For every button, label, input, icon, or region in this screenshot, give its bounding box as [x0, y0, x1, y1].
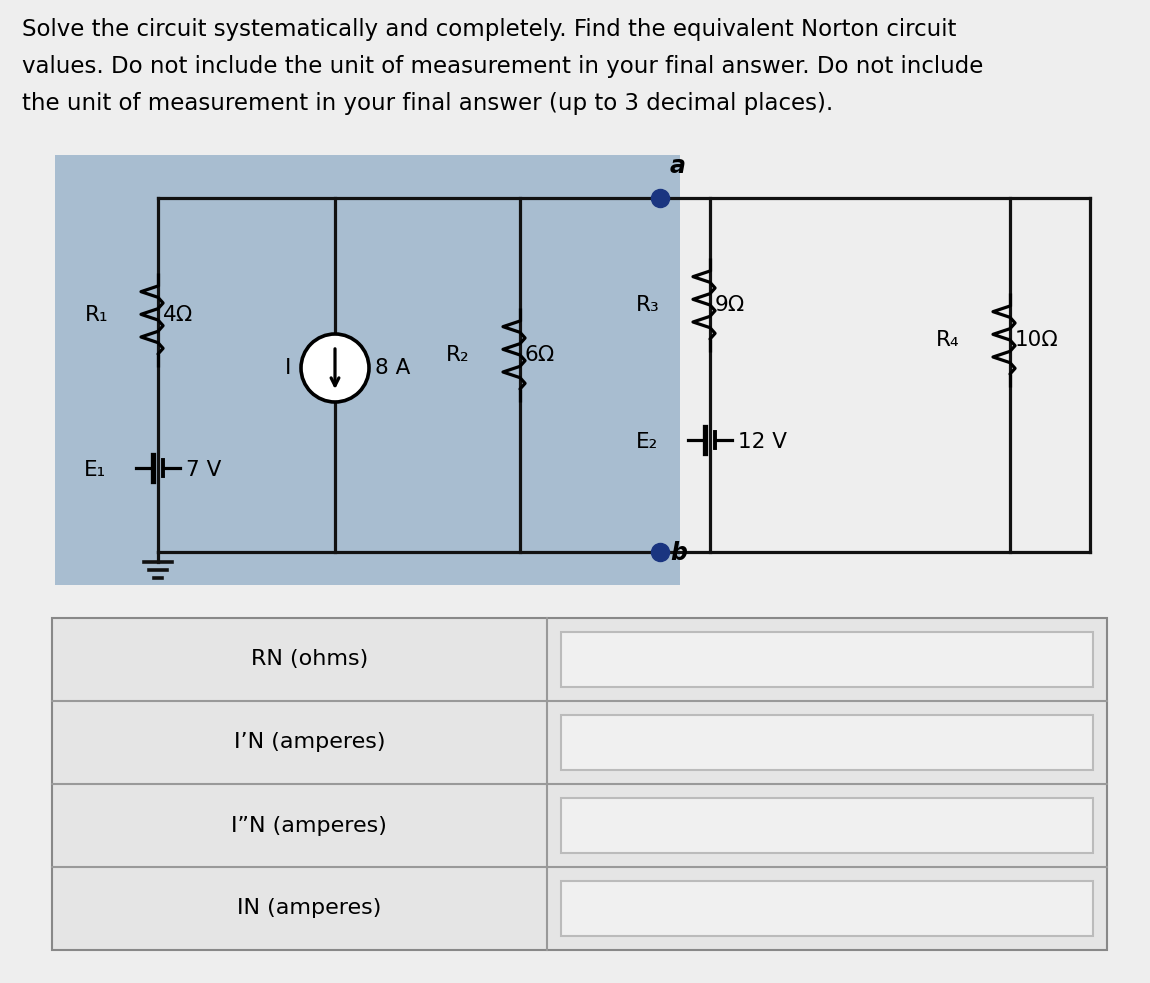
Text: R₂: R₂	[446, 345, 470, 365]
Text: the unit of measurement in your final answer (up to 3 decimal places).: the unit of measurement in your final an…	[22, 92, 834, 115]
Text: 7 V: 7 V	[186, 460, 221, 480]
Circle shape	[301, 334, 369, 402]
Text: RN (ohms): RN (ohms)	[251, 650, 368, 669]
Text: E₂: E₂	[636, 432, 658, 452]
Text: E₁: E₁	[84, 460, 106, 480]
Text: R₄: R₄	[936, 330, 960, 350]
FancyBboxPatch shape	[561, 798, 1092, 853]
Text: 6Ω: 6Ω	[526, 345, 555, 365]
Text: R₃: R₃	[636, 295, 660, 315]
Text: I’N (amperes): I’N (amperes)	[233, 732, 385, 753]
Text: 10Ω: 10Ω	[1015, 330, 1059, 350]
Text: Solve the circuit systematically and completely. Find the equivalent Norton circ: Solve the circuit systematically and com…	[22, 18, 957, 41]
Text: values. Do not include the unit of measurement in your final answer. Do not incl: values. Do not include the unit of measu…	[22, 55, 983, 78]
Text: IN (amperes): IN (amperes)	[237, 898, 382, 918]
Text: 8 A: 8 A	[375, 358, 411, 378]
Text: I: I	[285, 358, 291, 378]
Text: 12 V: 12 V	[738, 432, 787, 452]
Text: 9Ω: 9Ω	[715, 295, 745, 315]
FancyBboxPatch shape	[55, 155, 680, 585]
FancyBboxPatch shape	[561, 715, 1092, 770]
Text: I”N (amperes): I”N (amperes)	[231, 816, 388, 836]
Text: 4Ω: 4Ω	[163, 305, 193, 325]
FancyBboxPatch shape	[52, 618, 1107, 950]
Text: R₁: R₁	[84, 305, 108, 325]
Text: a: a	[670, 154, 687, 178]
FancyBboxPatch shape	[561, 632, 1092, 687]
Text: b: b	[670, 541, 687, 565]
FancyBboxPatch shape	[561, 881, 1092, 936]
